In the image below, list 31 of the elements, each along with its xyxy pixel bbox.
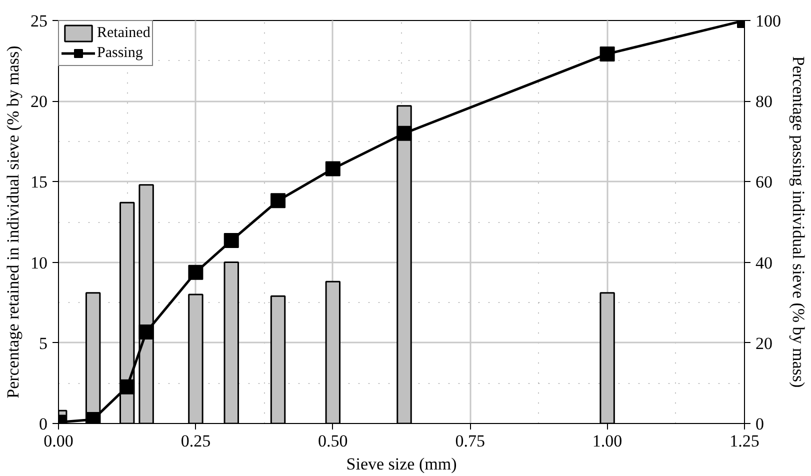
x-axis-title: Sieve size (mm) <box>346 454 457 474</box>
point <box>270 193 286 208</box>
legend-label: Passing <box>97 44 143 62</box>
y2-tick-label: 40 <box>756 253 772 272</box>
y-tick-label: 5 <box>39 334 48 353</box>
y2-tick-label: 80 <box>756 92 772 112</box>
y-axis-title: Percentage retained in individual sieve (% by mass) <box>4 46 22 398</box>
x-tick-label: 1.00 <box>592 432 622 450</box>
point <box>325 161 340 176</box>
point <box>188 264 204 280</box>
y-tick-label: 20 <box>30 92 48 112</box>
legend-label: Retained <box>97 24 150 42</box>
y2-tick-label: 0 <box>756 414 764 434</box>
x-tick-label: 0.00 <box>44 432 74 450</box>
point <box>224 233 239 248</box>
y-tick-label: 0 <box>39 414 48 434</box>
y2-axis-title: Percentage passing individual sieve (% by mass) <box>789 56 808 388</box>
x-tick-label: 0.25 <box>180 432 211 450</box>
y-tick-label: 25 <box>30 12 48 30</box>
x-tick-label: 0.50 <box>318 432 348 450</box>
y2-tick-label: 20 <box>756 334 772 353</box>
point <box>396 126 412 141</box>
point <box>600 46 615 62</box>
x-tick-label: 1.25 <box>730 432 760 450</box>
y2-tick-label: 60 <box>756 172 772 192</box>
x-tick-label: 0.75 <box>455 432 485 450</box>
y2-tick-label: 100 <box>756 12 781 30</box>
point <box>138 324 154 340</box>
point <box>120 379 135 394</box>
y-tick-label: 15 <box>30 172 48 192</box>
y-tick-label: 10 <box>30 253 48 272</box>
